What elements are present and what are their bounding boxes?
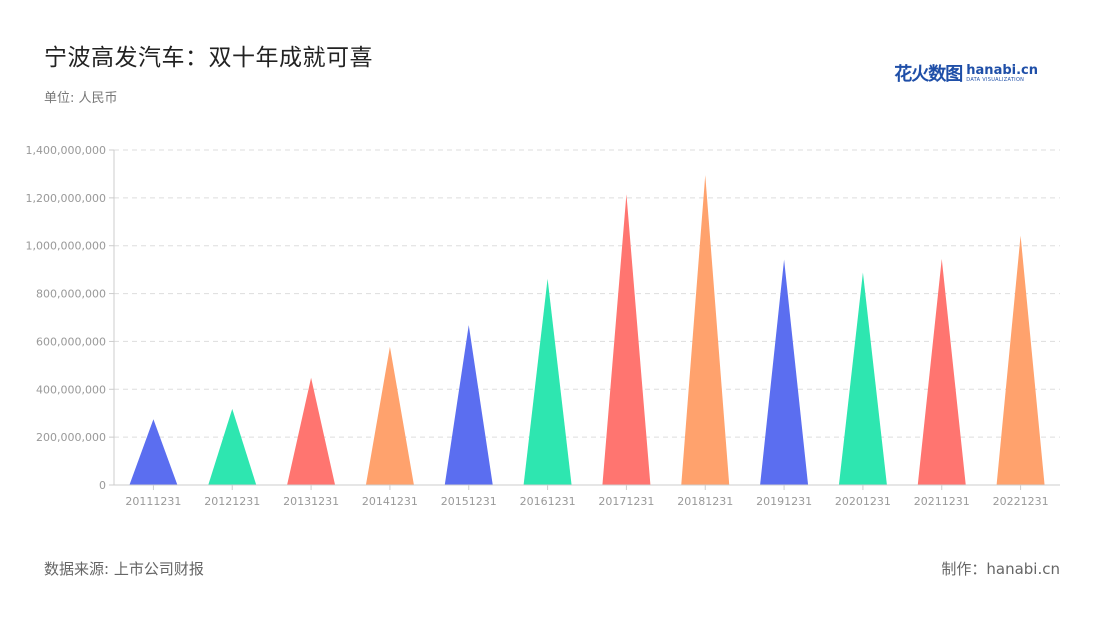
x-tick-label: 20221231 [993,495,1049,508]
x-tick-label: 20121231 [204,495,260,508]
logo-sub-text: DATA VISUALIZATION [966,76,1025,83]
x-tick-label: 20191231 [756,495,812,508]
x-tick-label: 20151231 [441,495,497,508]
data-source: 数据来源: 上市公司财报 [44,560,204,578]
y-tick-label: 800,000,000 [36,288,106,301]
y-tick-label: 400,000,000 [36,383,106,396]
bar-triangle[interactable] [365,346,414,485]
bars-layer [129,175,1045,485]
bar-triangle[interactable] [523,278,572,485]
logo-en-text: hanabi.cn [966,62,1038,78]
credit-link[interactable]: 制作：hanabi.cn [941,560,1060,578]
x-tick-label: 20111231 [125,495,181,508]
chart-title: 宁波高发汽车：双十年成就可喜 [44,45,373,71]
bar-triangle[interactable] [129,419,178,485]
bar-triangle[interactable] [287,377,336,485]
bar-triangle[interactable] [681,175,730,485]
unit-label: 单位: 人民币 [44,91,118,106]
logo-cn-text: 花火数图 [894,64,963,85]
bar-triangle[interactable] [602,194,651,485]
y-tick-label: 1,400,000,000 [26,144,106,157]
bar-triangle[interactable] [208,408,257,485]
bar-triangle[interactable] [996,235,1045,485]
y-tick-label: 600,000,000 [36,335,106,348]
x-tick-label: 20201231 [835,495,891,508]
x-tick-label: 20161231 [520,495,576,508]
y-tick-label: 1,000,000,000 [26,240,106,253]
x-tick-label: 20141231 [362,495,418,508]
grid-layer [114,149,1060,438]
logo-en-block: hanabi.cn DATA VISUALIZATION [966,64,1038,83]
y-tick-label: 0 [99,479,106,492]
x-tick-label: 20131231 [283,495,339,508]
y-tick-label: 1,200,000,000 [26,192,106,205]
x-tick-label: 20211231 [914,495,970,508]
bar-triangle[interactable] [838,272,887,485]
brand-logo: 花火数图 hanabi.cn DATA VISUALIZATION [894,60,1038,86]
x-axis-ticks: 20111231 20121231 20131231 20141231 20151231… [125,485,1049,508]
y-axis-ticks: 0 200,000,000 400,000,000 600,000,000 800,00… [26,144,114,492]
x-tick-label: 20181231 [677,495,733,508]
bar-triangle[interactable] [917,258,966,485]
bar-triangle[interactable] [760,259,809,485]
x-tick-label: 20171231 [598,495,654,508]
bar-triangle[interactable] [444,325,493,485]
y-tick-label: 200,000,000 [36,431,106,444]
